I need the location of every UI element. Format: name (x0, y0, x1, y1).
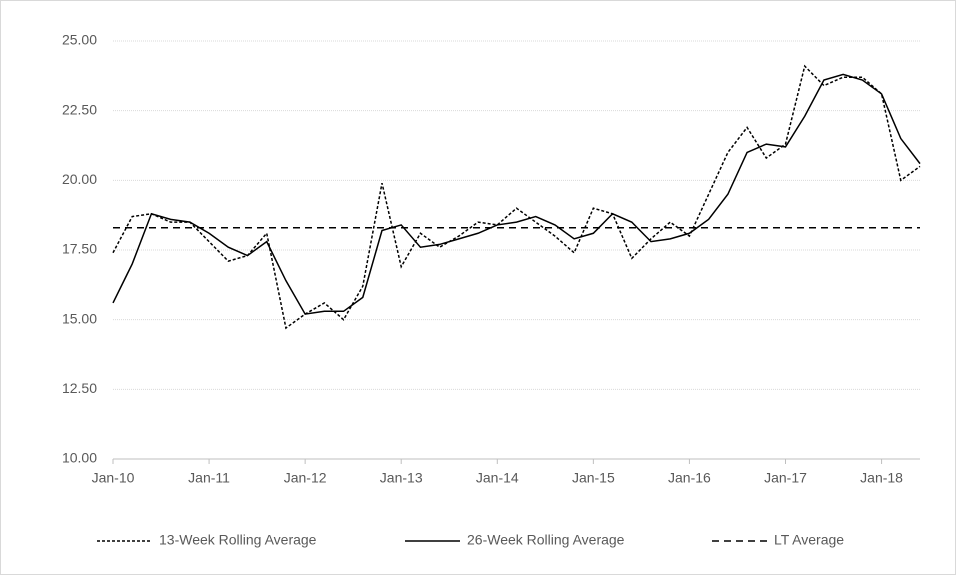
x-tick-label: Jan-13 (380, 470, 423, 486)
y-tick-label: 12.50 (62, 380, 97, 396)
legend-label: 26-Week Rolling Average (467, 532, 625, 548)
y-tick-label: 25.00 (62, 32, 97, 48)
y-tick-label: 15.00 (62, 310, 97, 326)
x-tick-label: Jan-17 (764, 470, 807, 486)
legend-label: LT Average (774, 532, 844, 548)
y-tick-label: 10.00 (62, 450, 97, 466)
x-tick-label: Jan-14 (476, 470, 519, 486)
x-tick-label: Jan-15 (572, 470, 615, 486)
x-tick-label: Jan-11 (188, 470, 230, 486)
x-tick-label: Jan-10 (92, 470, 135, 486)
y-tick-label: 20.00 (62, 171, 97, 187)
y-tick-label: 17.50 (62, 241, 97, 257)
legend-label: 13-Week Rolling Average (159, 532, 317, 548)
x-tick-label: Jan-18 (860, 470, 903, 486)
x-tick-label: Jan-12 (284, 470, 327, 486)
x-tick-label: Jan-16 (668, 470, 711, 486)
series-line (112, 73, 921, 315)
y-tick-label: 22.50 (62, 101, 97, 117)
